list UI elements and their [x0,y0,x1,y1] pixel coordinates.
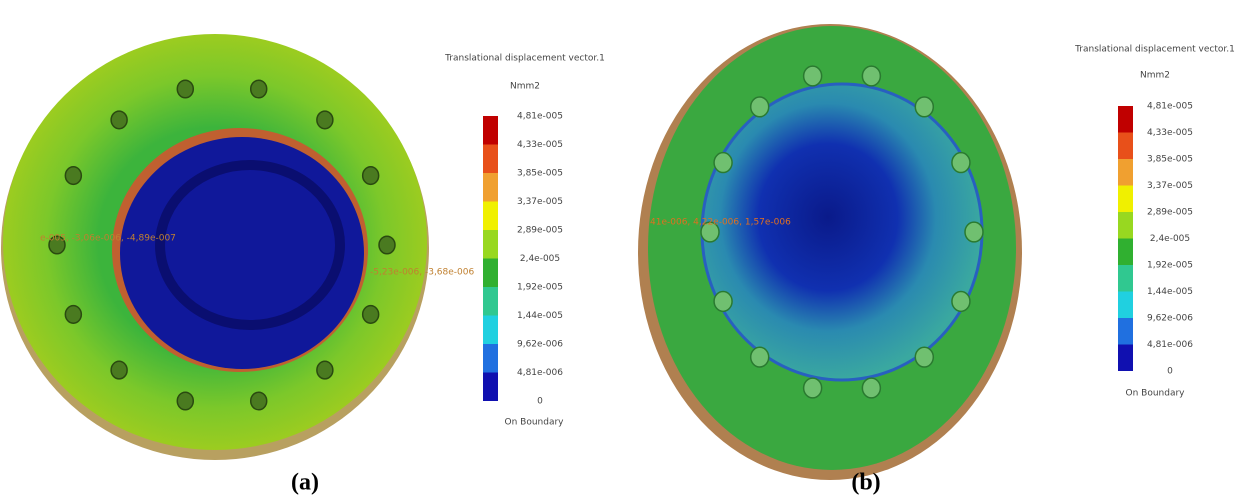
hole [952,153,970,173]
legend-label: 4,81e-006 [1147,340,1193,350]
hole [363,306,379,324]
legend-unit: Nmm2 [510,82,540,92]
hole [804,378,822,398]
legend-label: 2,4e-005 [1150,234,1190,244]
hole [804,66,822,86]
legend-title: Translational displacement vector.1 [444,54,605,64]
hole [952,292,970,312]
legend-label: 9,62e-006 [1147,314,1193,324]
hole [65,167,81,185]
panel-caption: (b) [851,470,880,496]
hole [915,97,933,117]
legend-label: 4,33e-005 [517,140,563,150]
legend-label: 2,4e-005 [520,254,560,264]
legend-unit: Nmm2 [1140,71,1170,81]
legend-label: 1,92e-005 [1147,261,1193,271]
hole [317,111,333,129]
legend-label: 2,89e-005 [1147,208,1193,218]
legend-footer: On Boundary [1126,389,1186,399]
hole [751,97,769,117]
hole [915,347,933,367]
hole [751,347,769,367]
probe-annotation: e-005, -3,06e-006, -4,89e-007 [40,234,176,244]
legend-label: 0 [537,397,543,407]
hole [251,80,267,98]
legend-label: 3,37e-005 [1147,181,1193,191]
legend-label: 4,81e-005 [517,112,563,122]
hole [714,292,732,312]
legend-title: Translational displacement vector.1 [1074,45,1235,55]
legend-label: 0 [1167,367,1173,377]
legend-label: 1,92e-005 [517,283,563,293]
legend-label: 3,85e-005 [517,169,563,179]
panel-caption: (a) [291,470,319,496]
hole [363,167,379,185]
hole [177,392,193,410]
legend-label: 1,44e-005 [517,311,563,321]
hole [111,111,127,129]
probe-annotation: 41e-006, 4,22e-006, 1,57e-006 [650,218,791,228]
inner-face [702,84,982,380]
hole [65,306,81,324]
figure: Translational displacement vector.1 Nmm2 4… [0,0,1243,499]
hole [111,361,127,379]
figure-canvas: Translational displacement vector.1 Nmm2 4… [0,0,1243,499]
hole [862,66,880,86]
legend-label: 1,44e-005 [1147,287,1193,297]
colorbar [1118,106,1133,371]
hole [862,378,880,398]
legend-label: 4,81e-005 [1147,102,1193,112]
hole [379,236,395,254]
probe-annotation: -5,23e-006, -3,68e-006 [370,268,474,278]
legend-label: 3,37e-005 [517,197,563,207]
hole [965,222,983,242]
legend-label: 4,33e-005 [1147,128,1193,138]
legend-label: 3,85e-005 [1147,155,1193,165]
hole [714,153,732,173]
hole [251,392,267,410]
legend-label: 9,62e-006 [517,340,563,350]
legend-footer: On Boundary [505,418,565,428]
hole [177,80,193,98]
legend-label: 4,81e-006 [517,368,563,378]
colorbar [483,116,498,401]
hole [317,361,333,379]
legend-label: 2,89e-005 [517,226,563,236]
